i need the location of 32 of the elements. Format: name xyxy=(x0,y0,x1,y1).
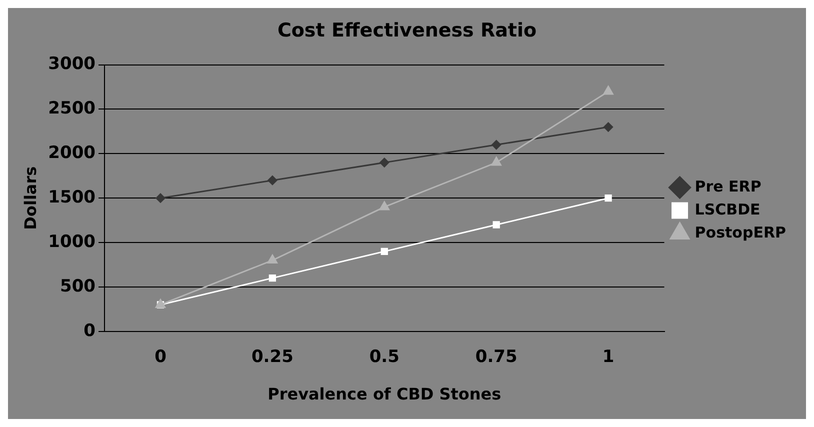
point xyxy=(268,176,278,186)
point xyxy=(156,193,166,203)
y-tick-label: 2500 xyxy=(48,98,96,119)
point xyxy=(380,158,390,168)
y-tick-label: 1000 xyxy=(48,232,96,252)
point xyxy=(379,201,390,210)
y-tick-label: 3000 xyxy=(48,54,96,74)
point xyxy=(604,122,614,132)
y-tick-label: 0 xyxy=(84,320,96,341)
point xyxy=(268,274,276,282)
point xyxy=(155,298,166,308)
x-tick-label: 1 xyxy=(602,347,614,368)
point xyxy=(491,156,502,166)
legend-label: Pre ERP xyxy=(694,177,762,196)
point xyxy=(492,221,500,228)
point xyxy=(603,86,614,95)
x-tick-label: 0.25 xyxy=(251,347,294,368)
point xyxy=(604,194,612,202)
x-tick-label: 0.75 xyxy=(475,347,518,368)
x-axis-title: Prevalence of CBD Stones xyxy=(268,384,502,404)
legend-label: PostopERP xyxy=(694,223,786,242)
chart-title: Cost Effectiveness Ratio xyxy=(277,19,537,42)
y-tick-label: 1500 xyxy=(48,188,96,208)
point xyxy=(267,254,278,264)
legend-label: LSCBDE xyxy=(694,200,760,218)
y-axis-title: Dollars xyxy=(20,166,40,230)
y-tick-label: 2000 xyxy=(48,143,96,164)
x-tick-label: 0 xyxy=(154,347,167,368)
point xyxy=(380,248,388,255)
x-tick-label: 0.5 xyxy=(369,347,400,368)
y-tick-label: 500 xyxy=(60,276,96,296)
point xyxy=(492,140,502,150)
